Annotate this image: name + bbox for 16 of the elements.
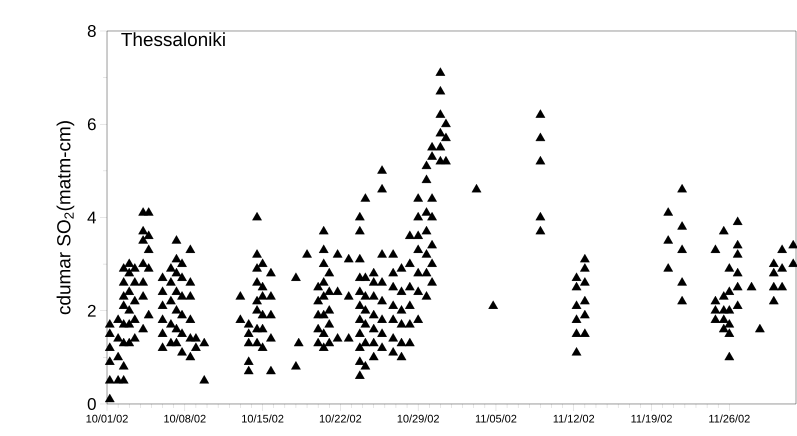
y-tick-label: 0 (88, 398, 96, 410)
x-tick-label: 10/22/02 (320, 414, 362, 423)
y-tick-label: 8 (88, 24, 96, 37)
x-tick-label: 11/26/02 (709, 414, 750, 423)
x-tick-label: 11/12/02 (554, 414, 594, 423)
y-tick-label: 4 (87, 212, 96, 224)
x-tick-label: 11/19/02 (631, 414, 672, 423)
x-tick-label: 10/01/02 (86, 414, 128, 423)
y-tick-label: 2 (88, 304, 96, 317)
x-tick-label: 10/08/02 (164, 414, 206, 423)
x-tick-label: 10/15/02 (242, 414, 284, 423)
x-tick-label: 10/29/02 (398, 414, 439, 423)
y-tick-label: 6 (88, 118, 96, 130)
x-tick-label: 11/05/02 (476, 414, 516, 423)
chart-title: Thessaloniki (121, 32, 225, 46)
y-axis-title: cdumar SO$_{2}$(matm-cm) (56, 121, 74, 314)
